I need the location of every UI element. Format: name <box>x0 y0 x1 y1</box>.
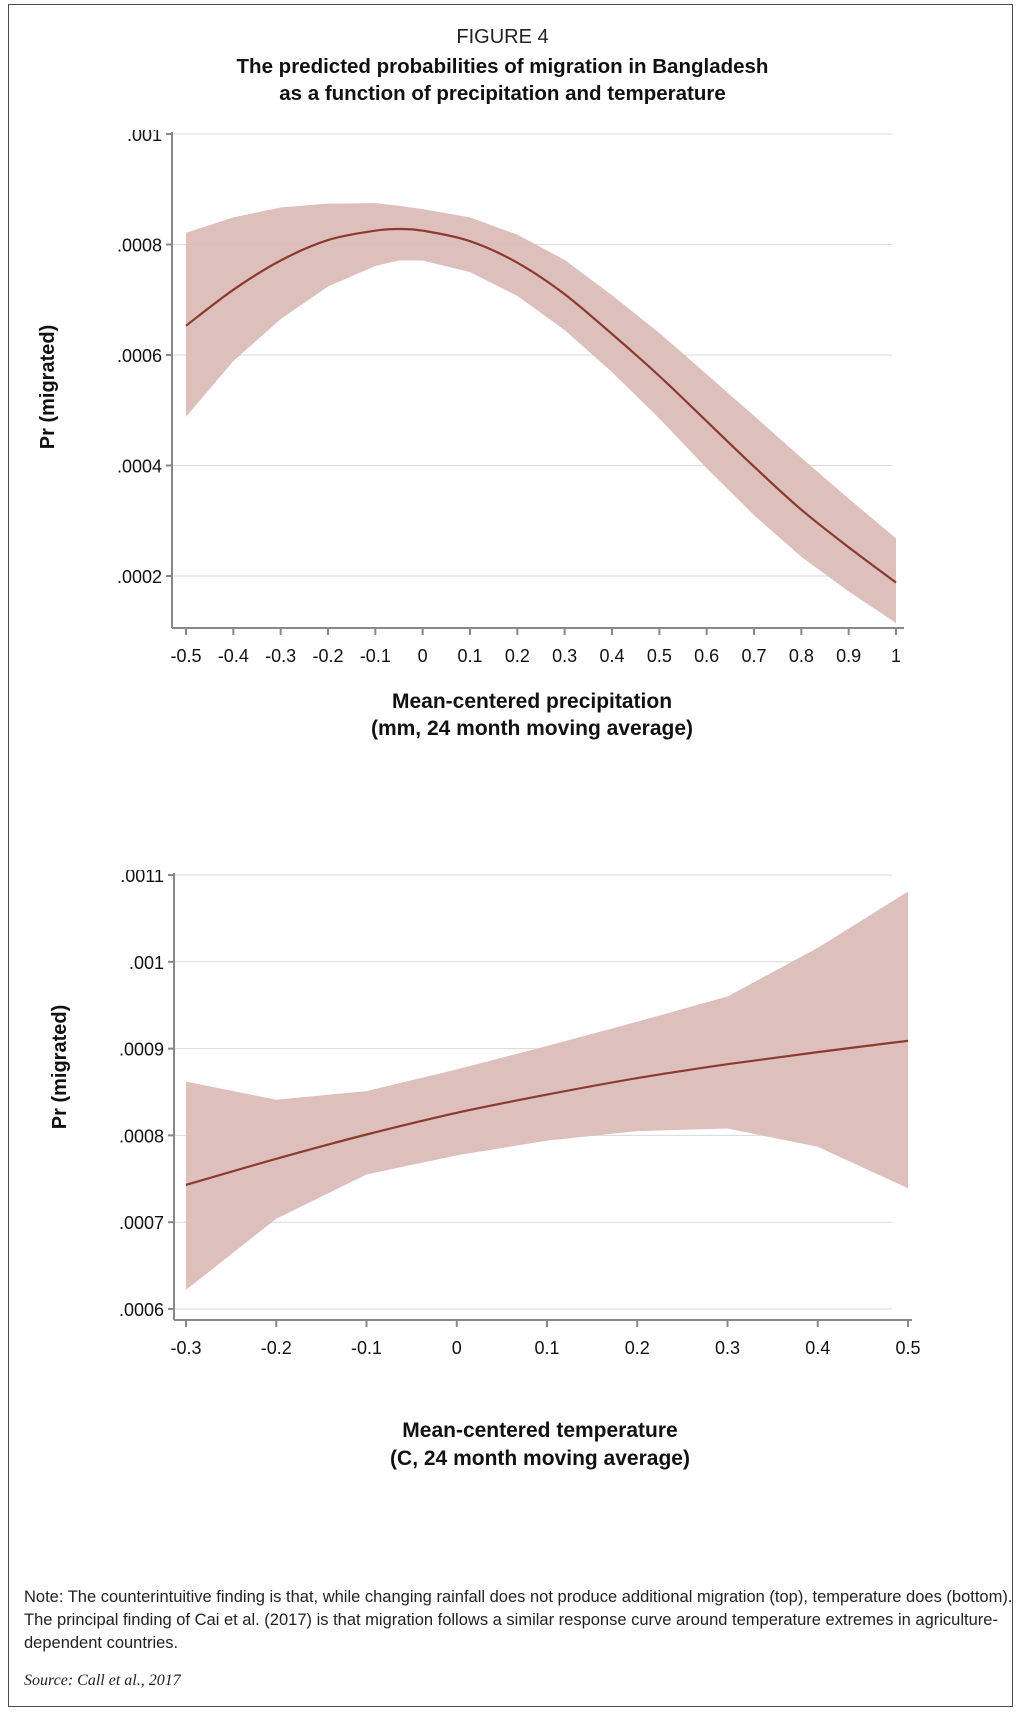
x-tick-label: -0.1 <box>360 646 391 666</box>
x-axis-title: Mean-centered precipitation <box>392 690 672 713</box>
figure-source: Source: Call et al., 2017 <box>24 1672 181 1689</box>
x-tick-label: 0 <box>418 646 428 666</box>
x-axis-title-line2: (mm, 24 month moving average) <box>371 717 693 740</box>
x-tick-label: 0.7 <box>741 646 766 666</box>
x-tick-label: 0.8 <box>789 646 814 666</box>
confidence-band <box>186 891 908 1290</box>
x-tick-label: 0.6 <box>694 646 719 666</box>
figure-title-line2: as a function of precipitation and tempe… <box>279 82 726 105</box>
x-tick-label: 0.4 <box>805 1338 830 1358</box>
x-axis-title: Mean-centered temperature <box>402 1419 677 1442</box>
x-tick-label: -0.1 <box>351 1338 382 1358</box>
confidence-band <box>186 203 896 623</box>
y-tick-label: .0007 <box>119 1213 164 1233</box>
y-tick-label: .001 <box>129 953 164 973</box>
figure-note: Note: The counterintuitive finding is th… <box>24 1588 1013 1652</box>
y-tick-label: .0008 <box>117 236 162 256</box>
precipitation-chart: .0002 .0004 .0006 .0008 .001 -0.5 -0.4 -0.3 -0.2… <box>37 130 904 740</box>
x-tick-label: -0.2 <box>312 646 343 666</box>
y-axis-title: Pr (migrated) <box>37 325 59 449</box>
x-tick-label: 0.5 <box>895 1338 920 1358</box>
figure-title-line1: The predicted probabilities of migration… <box>236 55 769 78</box>
x-axis-title-line2: (C, 24 month moving average) <box>390 1447 690 1470</box>
x-tick-label: 0.3 <box>552 646 577 666</box>
y-tick-label: .0006 <box>119 1300 164 1320</box>
x-tick-label: -0.4 <box>218 646 249 666</box>
x-tick-label: 0 <box>452 1338 462 1358</box>
x-tick-label: -0.3 <box>265 646 296 666</box>
x-tick-label: -0.3 <box>170 1338 201 1358</box>
x-tick-label: 0.3 <box>715 1338 740 1358</box>
y-tick-label: .0008 <box>119 1126 164 1146</box>
prediction-line <box>185 1039 909 1186</box>
x-tick-label: 0.1 <box>457 646 482 666</box>
x-tick-label: 0.9 <box>836 646 861 666</box>
x-tick-label: -0.2 <box>261 1338 292 1358</box>
temperature-chart: .0006 .0007 .0008 .0009 .001 .0011 -0.3 -0.2 -0.… <box>49 870 921 1470</box>
x-tick-label: 0.1 <box>534 1338 559 1358</box>
x-tick-label: 0.2 <box>505 646 530 666</box>
x-tick-label: 0.5 <box>647 646 672 666</box>
y-tick-label: .0002 <box>117 567 162 587</box>
prediction-line <box>185 227 897 584</box>
x-tick-label: 0.4 <box>599 646 624 666</box>
y-tick-label: .001 <box>127 130 162 145</box>
y-tick-label: .0006 <box>117 346 162 366</box>
figure-label: FIGURE 4 <box>456 26 549 48</box>
y-tick-label: .0004 <box>117 457 162 477</box>
y-axis-title: Pr (migrated) <box>49 1005 71 1129</box>
x-tick-label: -0.5 <box>170 646 201 666</box>
y-tick-label: .0011 <box>120 870 164 886</box>
x-tick-label: 1 <box>891 646 901 666</box>
x-tick-label: 0.2 <box>625 1338 650 1358</box>
y-tick-label: .0009 <box>119 1040 164 1060</box>
